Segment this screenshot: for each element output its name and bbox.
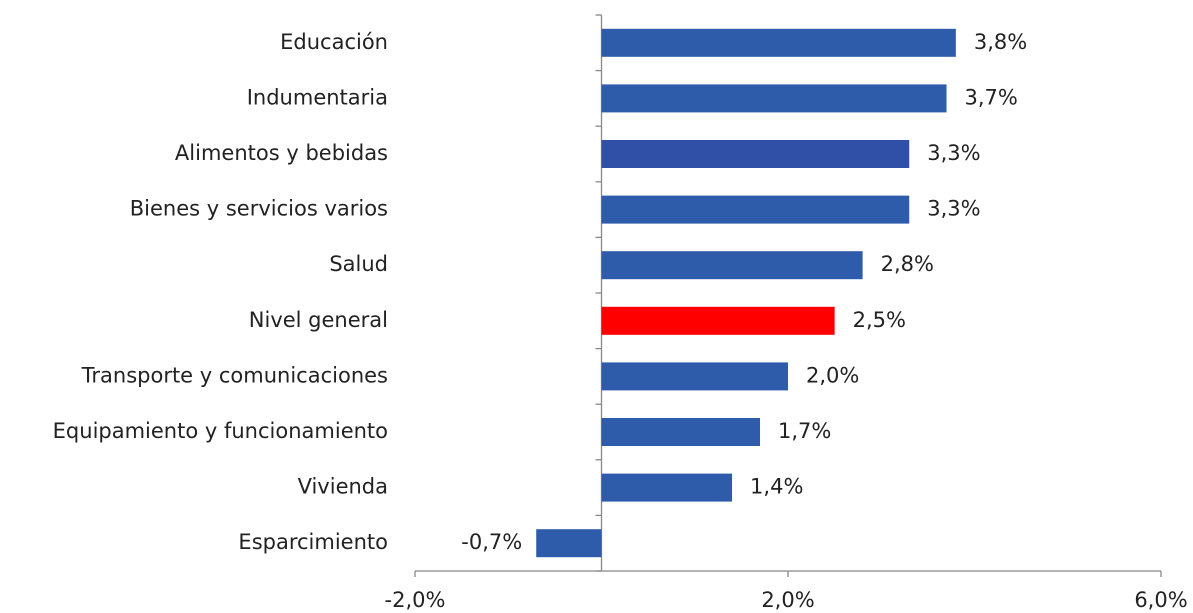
data-label: 3,8% [974,30,1027,54]
data-label: 1,7% [778,419,831,443]
y-tick-label: Bienes y servicios varios [130,197,388,221]
bar [601,195,910,224]
data-label: 2,0% [806,363,859,387]
y-tick-label: Educación [280,30,388,54]
bar [601,418,761,446]
y-tick-label: Equipamiento y funcionamiento [53,419,388,443]
bar [601,473,733,502]
y-tick-label: Alimentos y bebidas [175,141,388,165]
data-label: 1,4% [750,475,803,499]
x-tick-label: 2,0% [761,588,814,612]
bar [601,84,947,113]
y-tick-label: Transporte y comunicaciones [81,363,388,387]
data-label: 3,3% [927,197,980,221]
y-tick-label: Salud [329,252,388,276]
y-tick-label: Esparcimiento [238,530,388,554]
data-label: 3,7% [965,85,1018,109]
data-label: 2,8% [881,252,934,276]
y-tick-label: Nivel general [249,308,388,332]
data-label: -0,7% [461,530,522,554]
y-tick-label: Indumentaria [247,85,388,109]
bar [601,251,863,280]
bar [601,140,910,168]
x-tick-label: 6,0% [1134,588,1187,612]
bar [601,28,956,57]
y-tick-label: Vivienda [298,475,388,499]
data-label: 3,3% [927,141,980,165]
x-tick-label: -2,0% [385,588,446,612]
bar [601,362,788,391]
data-label: 2,5% [853,308,906,332]
bar [536,529,602,558]
bar [601,306,835,335]
